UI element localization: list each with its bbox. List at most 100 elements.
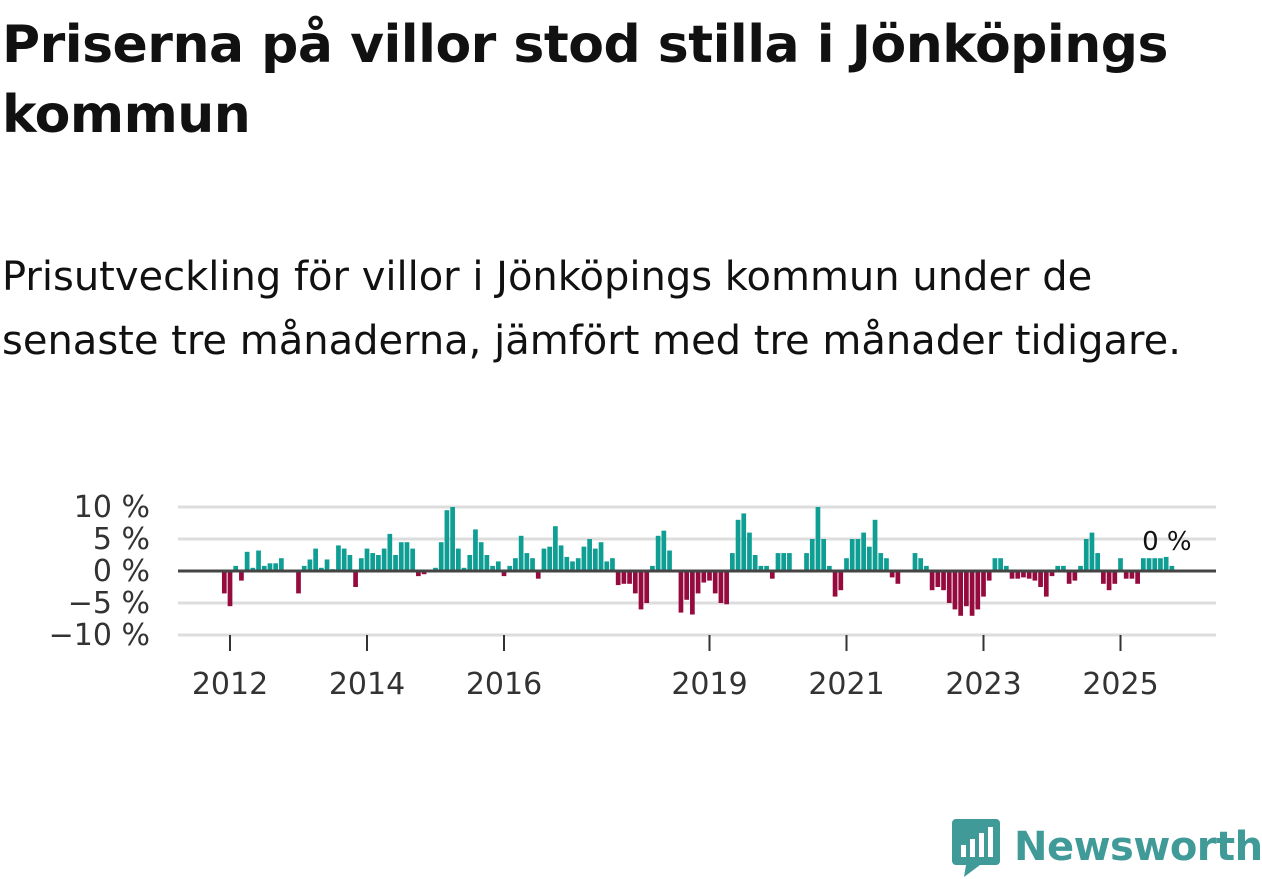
bar: [918, 558, 924, 571]
bar: [849, 539, 855, 571]
bar: [1152, 558, 1158, 571]
chart-title: Priserna på villor stod stilla i Jönköpi…: [2, 15, 1168, 145]
bar: [895, 571, 901, 584]
bar: [301, 565, 307, 571]
bar: [450, 507, 455, 571]
bar: [758, 565, 764, 571]
bar: [627, 571, 632, 584]
bar: [821, 539, 827, 571]
bar: [838, 571, 844, 591]
bar: [370, 553, 376, 571]
bar: [575, 558, 581, 571]
bar: [1021, 571, 1026, 578]
bar: [587, 539, 592, 571]
x-tick-label: 2016: [466, 667, 542, 702]
bar: [707, 571, 712, 581]
bar: [775, 553, 781, 571]
bar: [455, 548, 461, 571]
bar: [1043, 571, 1049, 597]
bar: [610, 558, 615, 571]
bar: [501, 571, 507, 577]
bar: [804, 553, 809, 571]
bar: [313, 548, 318, 571]
bar: [878, 553, 884, 571]
bar: [1112, 571, 1118, 584]
bar: [347, 555, 353, 571]
bar: [1101, 571, 1106, 584]
bar: [958, 571, 964, 616]
bar: [752, 555, 758, 571]
bar: [273, 563, 279, 571]
bar: [381, 548, 387, 571]
y-tick-label: 10 %: [74, 490, 150, 525]
bar: [547, 546, 553, 571]
bar: [655, 535, 661, 571]
bar: [695, 571, 701, 594]
bar: [261, 565, 267, 571]
bar: [1061, 565, 1066, 571]
bar: [884, 558, 889, 571]
bar: [644, 571, 650, 603]
x-tick-label: 2014: [329, 667, 405, 702]
y-tick-label: −5 %: [68, 586, 150, 621]
bar: [986, 571, 992, 581]
bar: [507, 565, 513, 571]
bar: [1123, 571, 1129, 579]
bar: [1072, 571, 1078, 581]
bar: [296, 571, 301, 594]
bar: [1106, 571, 1112, 591]
bar: [256, 550, 261, 571]
bar: [998, 558, 1003, 571]
bar: [661, 530, 667, 571]
bar: [844, 558, 849, 571]
bar: [769, 571, 775, 579]
bar: [764, 565, 769, 571]
bar: [912, 553, 918, 571]
bar: [952, 571, 958, 610]
bar: [1135, 571, 1140, 584]
y-tick-label: 5 %: [93, 522, 150, 557]
newsworthy-logo-icon: [952, 819, 1000, 877]
bar: [495, 561, 501, 571]
bar: [353, 571, 358, 587]
bar: [992, 558, 998, 571]
bar: [221, 571, 227, 594]
bar: [724, 571, 729, 605]
bar: [524, 553, 530, 571]
bar: [513, 558, 518, 571]
bar: [815, 507, 821, 571]
bars: [221, 507, 1175, 616]
x-tick-label: 2025: [1082, 667, 1158, 702]
bar: [861, 532, 866, 571]
bar: [718, 571, 724, 603]
axes: [178, 569, 1216, 651]
bar: [535, 571, 541, 579]
tick-labels: 10 %5 %0 %−5 %−10 %2012 2014 2016 2019 2021 2…: [49, 490, 1192, 702]
end-value-label: 0 %: [1142, 527, 1192, 557]
bar: [1038, 571, 1043, 587]
bar: [336, 545, 341, 571]
bar: [946, 571, 952, 603]
bar: [975, 571, 981, 610]
bar: [929, 571, 935, 591]
bar: [244, 551, 250, 571]
bar: [690, 571, 695, 615]
bar: [855, 539, 861, 571]
bar: [376, 555, 381, 571]
bar: [267, 563, 273, 571]
bar: [872, 519, 878, 571]
bar: [889, 571, 895, 578]
bar: [239, 571, 244, 581]
bar: [701, 571, 707, 583]
bar: [341, 548, 347, 571]
bar: [541, 548, 547, 571]
bar: [1095, 553, 1101, 571]
bar: [1003, 565, 1009, 571]
bar: [747, 532, 752, 571]
bar: [615, 571, 621, 586]
bar: [1032, 571, 1038, 581]
bar: [935, 571, 941, 587]
bar: [781, 553, 787, 571]
bar: [741, 513, 747, 571]
bar: [1118, 558, 1123, 571]
